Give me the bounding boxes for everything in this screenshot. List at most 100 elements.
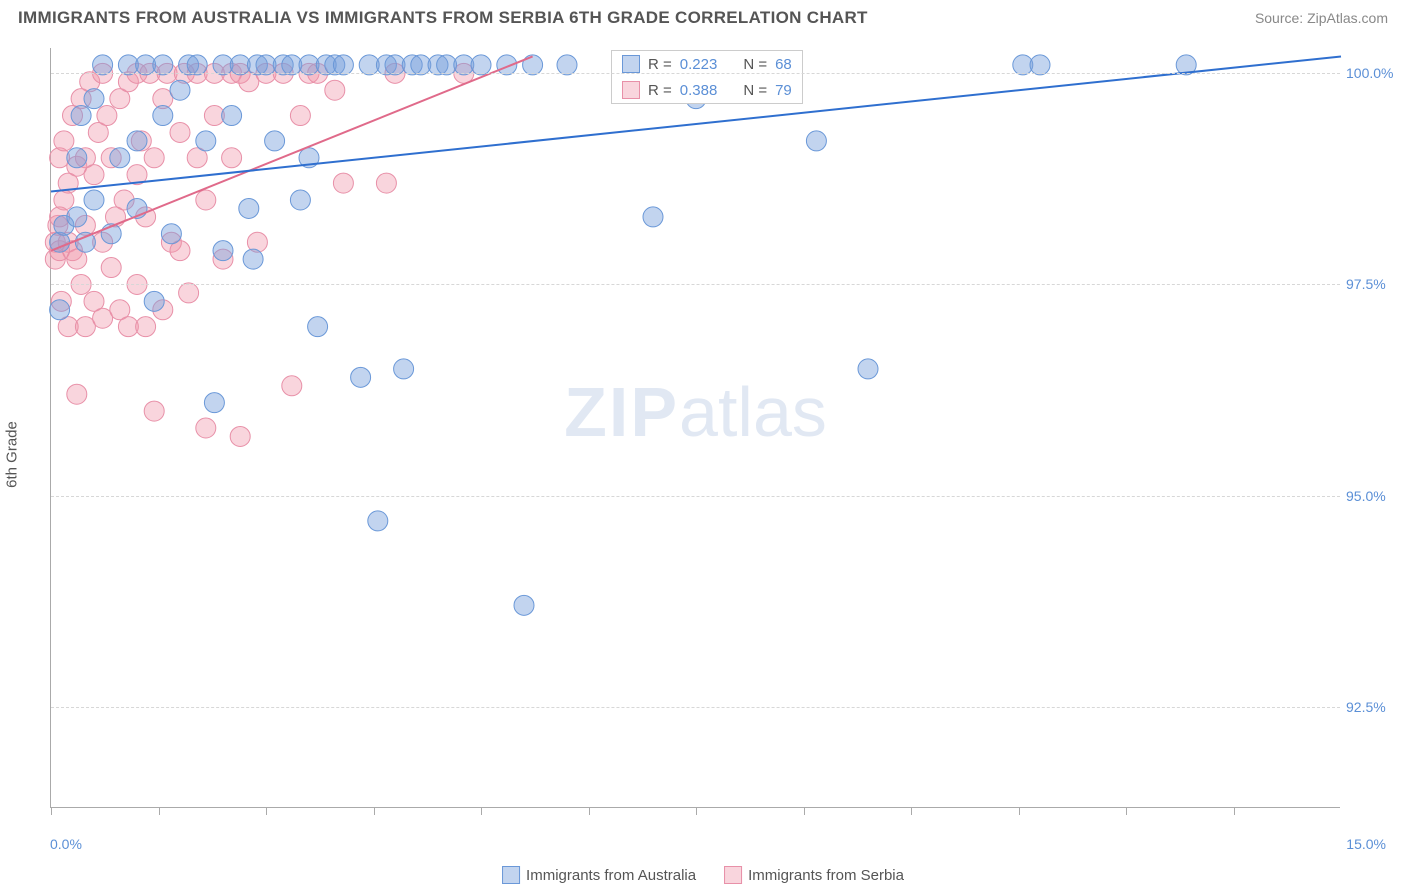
scatter-point xyxy=(127,131,147,151)
scatter-point xyxy=(290,190,310,210)
y-tick-label: 100.0% xyxy=(1346,65,1396,81)
legend-swatch-australia xyxy=(502,866,520,884)
scatter-point xyxy=(243,249,263,269)
scatter-point xyxy=(325,80,345,100)
scatter-point xyxy=(187,55,207,75)
scatter-point xyxy=(50,300,70,320)
scatter-point xyxy=(136,317,156,337)
scatter-point xyxy=(368,511,388,531)
source-name: ZipAtlas.com xyxy=(1307,10,1388,26)
stat-row-serbia: R = 0.388 N = 79 xyxy=(612,77,802,103)
scatter-point xyxy=(222,106,242,126)
stat-n-label-ser: N = xyxy=(743,82,767,99)
y-tick-label: 92.5% xyxy=(1346,699,1396,715)
scatter-point xyxy=(806,131,826,151)
scatter-point xyxy=(170,80,190,100)
stat-swatch-serbia xyxy=(622,81,640,99)
scatter-point xyxy=(351,367,371,387)
scatter-point xyxy=(144,401,164,421)
scatter-point xyxy=(84,89,104,109)
scatter-point xyxy=(282,376,302,396)
scatter-point xyxy=(93,55,113,75)
legend-label-serbia: Immigrants from Serbia xyxy=(748,867,904,884)
scatter-point xyxy=(54,131,74,151)
scatter-point xyxy=(97,106,117,126)
scatter-point xyxy=(1030,55,1050,75)
scatter-point xyxy=(144,148,164,168)
scatter-point xyxy=(643,207,663,227)
scatter-point xyxy=(110,148,130,168)
stat-n-ser: 79 xyxy=(775,82,792,99)
stat-r-label-ser: R = xyxy=(648,82,672,99)
gridline xyxy=(51,707,1340,708)
scatter-point xyxy=(394,359,414,379)
chart-legend: Immigrants from Australia Immigrants fro… xyxy=(502,866,904,884)
correlation-stat-box: R = 0.223 N = 68 R = 0.388 N = 79 xyxy=(611,50,803,104)
legend-item-serbia: Immigrants from Serbia xyxy=(724,866,904,884)
stat-swatch-australia xyxy=(622,55,640,73)
x-tick xyxy=(1019,807,1020,815)
scatter-point xyxy=(204,393,224,413)
y-axis-title: 6th Grade xyxy=(4,421,21,488)
stat-n-aus: 68 xyxy=(775,56,792,73)
chart-title: IMMIGRANTS FROM AUSTRALIA VS IMMIGRANTS … xyxy=(18,8,868,28)
scatter-point xyxy=(75,232,95,252)
scatter-point xyxy=(153,55,173,75)
x-tick xyxy=(51,807,52,815)
scatter-svg xyxy=(51,48,1340,807)
scatter-point xyxy=(179,283,199,303)
x-tick xyxy=(589,807,590,815)
x-tick xyxy=(1126,807,1127,815)
x-tick xyxy=(696,807,697,815)
scatter-point xyxy=(376,173,396,193)
stat-r-aus: 0.223 xyxy=(680,56,718,73)
y-tick-label: 95.0% xyxy=(1346,488,1396,504)
stat-r-ser: 0.388 xyxy=(680,82,718,99)
scatter-point xyxy=(67,384,87,404)
gridline xyxy=(51,73,1340,74)
chart-header: IMMIGRANTS FROM AUSTRALIA VS IMMIGRANTS … xyxy=(0,0,1406,32)
scatter-point xyxy=(265,131,285,151)
scatter-point xyxy=(213,241,233,261)
gridline xyxy=(51,284,1340,285)
y-tick-label: 97.5% xyxy=(1346,276,1396,292)
x-tick xyxy=(266,807,267,815)
scatter-point xyxy=(858,359,878,379)
scatter-point xyxy=(196,190,216,210)
scatter-point xyxy=(161,224,181,244)
legend-label-australia: Immigrants from Australia xyxy=(526,867,696,884)
scatter-point xyxy=(333,173,353,193)
scatter-point xyxy=(153,106,173,126)
x-tick xyxy=(481,807,482,815)
legend-swatch-serbia xyxy=(724,866,742,884)
source-credit: Source: ZipAtlas.com xyxy=(1255,10,1388,26)
x-max-label: 15.0% xyxy=(1346,836,1386,852)
stat-n-label-aus: N = xyxy=(743,56,767,73)
x-tick xyxy=(804,807,805,815)
scatter-point xyxy=(67,148,87,168)
scatter-point xyxy=(144,291,164,311)
scatter-point xyxy=(84,165,104,185)
x-min-label: 0.0% xyxy=(50,836,82,852)
scatter-point xyxy=(471,55,491,75)
scatter-point xyxy=(523,55,543,75)
scatter-point xyxy=(308,317,328,337)
x-tick xyxy=(374,807,375,815)
scatter-point xyxy=(557,55,577,75)
x-tick xyxy=(911,807,912,815)
scatter-point xyxy=(230,426,250,446)
stat-r-label-aus: R = xyxy=(648,56,672,73)
scatter-point xyxy=(290,106,310,126)
scatter-point xyxy=(333,55,353,75)
x-tick xyxy=(1234,807,1235,815)
scatter-point xyxy=(67,207,87,227)
chart-plot-area: ZIPatlas R = 0.223 N = 68 R = 0.388 N = … xyxy=(50,48,1340,808)
legend-item-australia: Immigrants from Australia xyxy=(502,866,696,884)
scatter-point xyxy=(71,106,91,126)
scatter-point xyxy=(196,131,216,151)
scatter-point xyxy=(101,258,121,278)
scatter-point xyxy=(222,148,242,168)
scatter-point xyxy=(170,122,190,142)
scatter-point xyxy=(514,595,534,615)
gridline xyxy=(51,496,1340,497)
